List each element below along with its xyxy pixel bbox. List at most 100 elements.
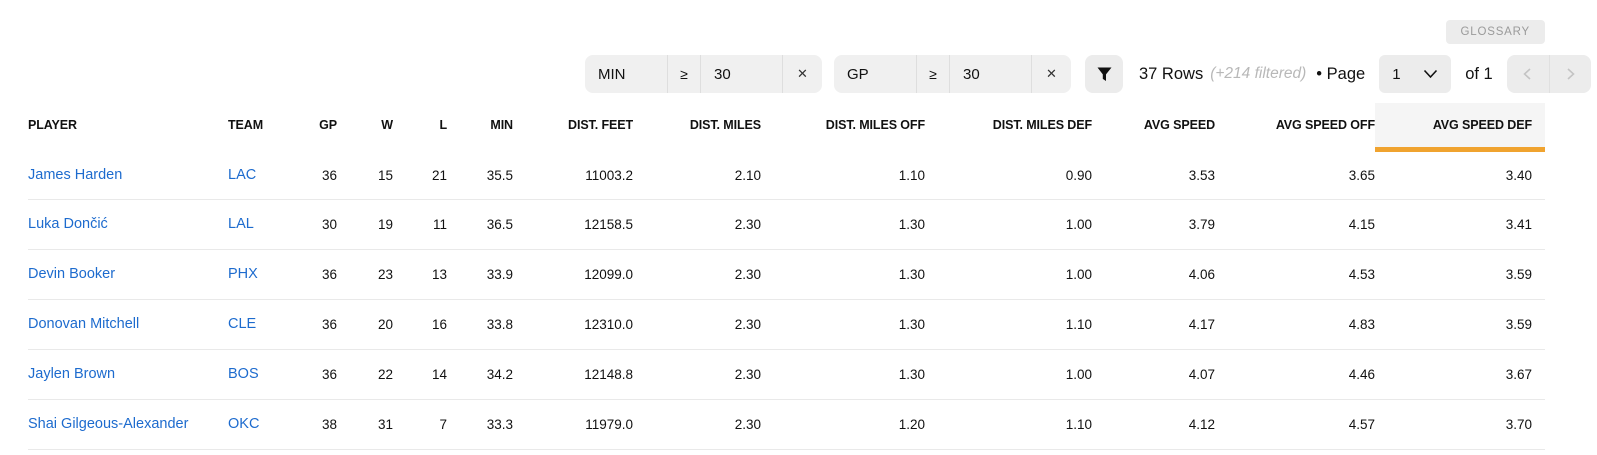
clear-filter-icon[interactable]: ✕: [1031, 55, 1071, 93]
clear-filter-icon[interactable]: ✕: [782, 55, 822, 93]
next-page-button[interactable]: [1548, 55, 1591, 93]
stat-cell: 33.9: [447, 248, 513, 299]
player-link[interactable]: Devin Booker: [28, 266, 116, 282]
filter-operator[interactable]: ≥: [667, 55, 700, 93]
stat-cell: 11003.2: [513, 148, 633, 199]
column-header-avg-speed-off[interactable]: AVG SPEED OFF: [1275, 117, 1375, 132]
filter-value-input[interactable]: 30: [949, 55, 1031, 93]
filter-funnel-button[interactable]: [1085, 55, 1123, 93]
stat-cell: 1.30: [761, 298, 925, 349]
filter-field[interactable]: MIN: [598, 65, 626, 83]
column-header-dist-miles[interactable]: DIST. MILES: [689, 117, 761, 132]
stat-cell: 36: [290, 298, 337, 349]
stat-cell: 2.30: [633, 248, 761, 299]
team-cell: CLE: [228, 298, 290, 349]
player-cell: Luka Dončić: [28, 198, 228, 249]
filter-operator[interactable]: ≥: [916, 55, 949, 93]
stat-cell: 2.30: [633, 348, 761, 399]
column-header-dist-miles-off[interactable]: DIST. MILES OFF: [825, 117, 925, 132]
stat-cell: 4.17: [1092, 298, 1215, 349]
team-link[interactable]: LAL: [228, 216, 254, 232]
team-link[interactable]: BOS: [228, 366, 259, 382]
glossary-button[interactable]: GLOSSARY: [1445, 20, 1545, 44]
stat-cell: 3.65: [1215, 148, 1375, 199]
stats-table-body: James Harden LAC 36 15 21 35.5 11003.2 2.10 1.10…: [28, 148, 1545, 450]
filter-value-input[interactable]: 30: [700, 55, 782, 93]
team-link[interactable]: CLE: [228, 316, 257, 332]
player-link[interactable]: James Harden: [28, 167, 123, 183]
stat-cell: 3.59: [1375, 248, 1545, 299]
stat-cell: 19: [337, 198, 393, 249]
page-select-value: 1: [1392, 65, 1401, 83]
column-header-dist-miles-def[interactable]: DIST. MILES DEF: [992, 117, 1092, 132]
stat-cell: 36: [290, 348, 337, 399]
stat-cell: 3.70: [1375, 398, 1545, 450]
chevron-left-icon: [1521, 67, 1534, 81]
stat-cell: 4.53: [1215, 248, 1375, 299]
stat-cell: 2.30: [633, 298, 761, 349]
page-label: • Page: [1316, 64, 1366, 83]
stat-cell: 34.2: [447, 348, 513, 399]
chevron-down-icon: [1423, 69, 1438, 79]
stat-cell: 1.10: [925, 298, 1092, 349]
filter-chip-min: MIN ≥ 30 ✕: [585, 55, 822, 93]
column-header-min[interactable]: MIN: [490, 117, 513, 132]
team-link[interactable]: PHX: [228, 266, 258, 282]
stat-cell: 22: [337, 348, 393, 399]
player-link[interactable]: Jaylen Brown: [28, 366, 116, 382]
stat-cell: 3.41: [1375, 198, 1545, 249]
table-row: Devin Booker PHX 36 23 13 33.9 12099.0 2.30 1.30…: [28, 248, 1545, 299]
stat-cell: 2.10: [633, 148, 761, 199]
player-link[interactable]: Luka Dončić: [28, 216, 108, 232]
stat-cell: 33.3: [447, 398, 513, 450]
prev-page-button[interactable]: [1507, 55, 1549, 93]
stat-cell: 1.00: [925, 248, 1092, 299]
stat-cell: 3.67: [1375, 348, 1545, 399]
stat-cell: 2.30: [633, 398, 761, 450]
column-header-l[interactable]: L: [439, 117, 447, 132]
stat-cell: 1.30: [761, 248, 925, 299]
stats-table: PLAYER TEAM GP W L MIN DIST. FEET DIST. MILES DI…: [28, 103, 1545, 450]
stat-cell: 13: [393, 248, 447, 299]
stat-cell: 4.83: [1215, 298, 1375, 349]
stat-cell: 1.00: [925, 198, 1092, 249]
player-cell: James Harden: [28, 148, 228, 199]
filter-field[interactable]: GP: [847, 65, 869, 83]
stat-cell: 23: [337, 248, 393, 299]
column-header-gp[interactable]: GP: [319, 117, 337, 132]
stat-cell: 4.12: [1092, 398, 1215, 450]
filter-chip-gp: GP ≥ 30 ✕: [834, 55, 1071, 93]
stat-cell: 14: [393, 348, 447, 399]
stat-cell: 4.46: [1215, 348, 1375, 399]
filter-bar: MIN ≥ 30 ✕ GP ≥ 30 ✕ 37 Rows (+214 filte…: [585, 55, 1591, 93]
table-row: Jaylen Brown BOS 36 22 14 34.2 12148.8 2.30 1.30…: [28, 348, 1545, 399]
player-link[interactable]: Donovan Mitchell: [28, 316, 140, 332]
column-header-w[interactable]: W: [381, 117, 393, 132]
stat-cell: 12310.0: [513, 298, 633, 349]
stat-cell: 20: [337, 298, 393, 349]
stat-cell: 1.10: [761, 148, 925, 199]
player-link[interactable]: Shai Gilgeous-Alexander: [28, 416, 189, 432]
stat-cell: 12158.5: [513, 198, 633, 249]
table-row: Luka Dončić LAL 30 19 11 36.5 12158.5 2.30 1.30 1…: [28, 198, 1545, 249]
stat-cell: 7: [393, 398, 447, 450]
player-cell: Donovan Mitchell: [28, 298, 228, 349]
page-select[interactable]: 1: [1379, 55, 1452, 93]
stat-cell: 3.53: [1092, 148, 1215, 199]
column-header-player[interactable]: PLAYER: [28, 117, 77, 132]
column-header-dist-feet[interactable]: DIST. FEET: [568, 117, 633, 132]
stat-cell: 0.90: [925, 148, 1092, 199]
team-link[interactable]: LAC: [228, 167, 257, 183]
stat-cell: 1.30: [761, 348, 925, 399]
stat-cell: 1.20: [761, 398, 925, 450]
stat-cell: 4.15: [1215, 198, 1375, 249]
stat-cell: 11: [393, 198, 447, 249]
column-header-avg-speed[interactable]: AVG SPEED: [1143, 117, 1215, 132]
table-row: Donovan Mitchell CLE 36 20 16 33.8 12310.0 2.30…: [28, 298, 1545, 349]
player-cell: Devin Booker: [28, 248, 228, 299]
column-header-avg-speed-def[interactable]: AVG SPEED DEF: [1375, 103, 1545, 152]
team-link[interactable]: OKC: [228, 416, 260, 432]
stat-cell: 1.00: [925, 348, 1092, 399]
column-header-team[interactable]: TEAM: [228, 117, 264, 132]
player-cell: Jaylen Brown: [28, 348, 228, 399]
